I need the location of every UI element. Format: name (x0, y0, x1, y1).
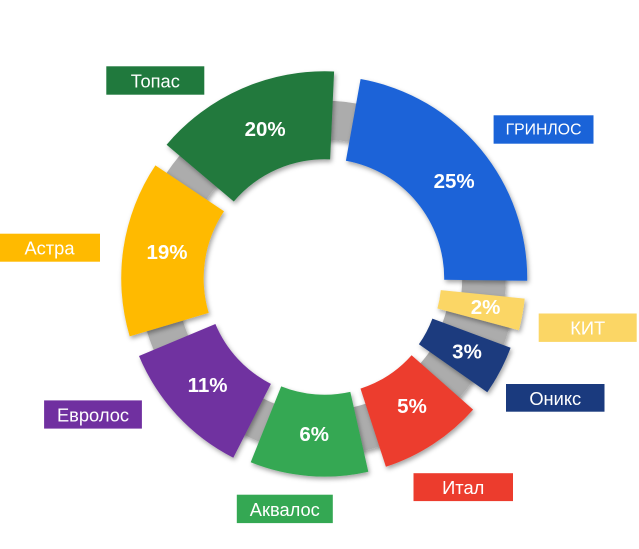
svg-text:19%: 19% (146, 241, 187, 264)
svg-text:ГРИНЛОС: ГРИНЛОС (506, 122, 582, 139)
svg-text:Топас: Топас (131, 71, 180, 92)
svg-text:2%: 2% (471, 296, 501, 319)
svg-text:6%: 6% (299, 423, 329, 446)
svg-text:Итал: Итал (442, 477, 484, 498)
svg-text:Евролос: Евролос (57, 405, 129, 426)
svg-text:Астра: Астра (24, 238, 75, 259)
svg-text:5%: 5% (397, 395, 427, 418)
svg-text:КИТ: КИТ (570, 318, 605, 339)
svg-text:Оникс: Оникс (529, 388, 581, 409)
svg-text:11%: 11% (188, 374, 228, 397)
svg-text:25%: 25% (434, 170, 475, 193)
svg-text:Аквалос: Аквалос (250, 499, 320, 520)
svg-text:20%: 20% (245, 118, 286, 141)
svg-text:3%: 3% (452, 341, 482, 364)
